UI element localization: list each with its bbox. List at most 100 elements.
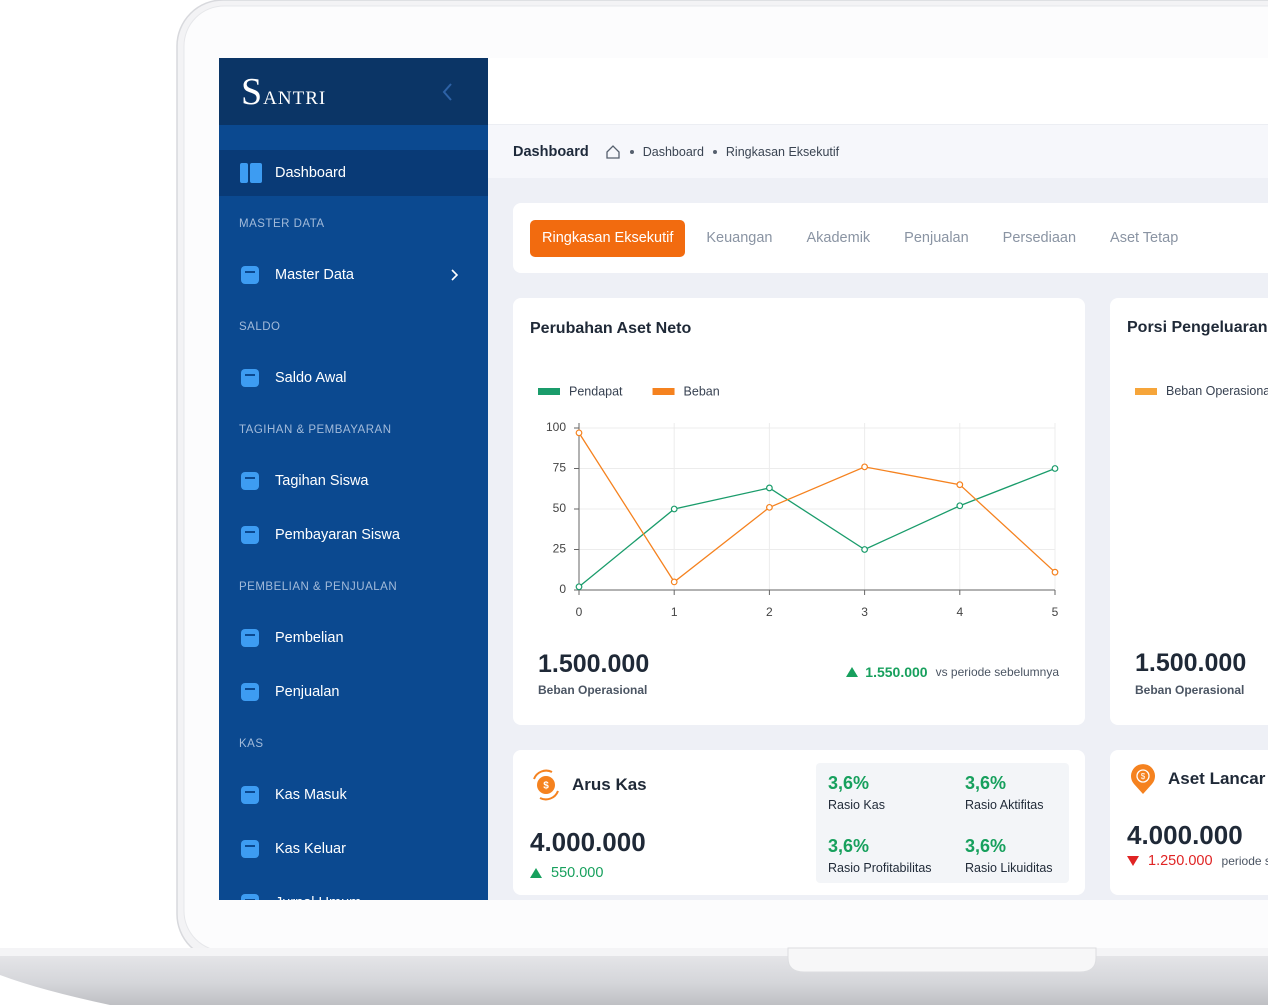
y-tick-label: 50 — [553, 501, 567, 515]
breadcrumb-link[interactable]: Dashboard — [642, 145, 704, 159]
ratio-label: Rasio Aktifitas — [965, 798, 1044, 812]
tab[interactable]: Penjualan — [904, 230, 969, 246]
y-tick-label: 25 — [553, 542, 567, 556]
menu-icon — [241, 840, 259, 858]
menu-icon — [241, 266, 259, 284]
card-title: Aset Lancar — [1168, 769, 1266, 788]
menu-heading: TAGIHAN & PEMBAYARAN — [239, 424, 392, 436]
ratio-label: Rasio Profitabilitas — [828, 861, 932, 875]
top-bar — [488, 58, 1268, 125]
cashflow-icon: $ — [533, 769, 559, 801]
menu-item[interactable]: Jurnal Umum — [219, 881, 488, 900]
card-title: Arus Kas — [572, 775, 647, 794]
svg-text:$: $ — [1141, 772, 1146, 781]
change-value: 550.000 — [551, 865, 604, 881]
menu-icon — [241, 683, 259, 701]
sidebar: SANTRI Dashboard MASTER DATA Master Data S… — [219, 58, 488, 900]
data-point — [670, 505, 678, 513]
breadcrumb-bar: Dashboard Dashboard Ringkasan Eksekutif — [488, 125, 1268, 178]
icon-shape — [241, 472, 259, 490]
data-point — [670, 578, 678, 586]
tab-active[interactable]: Ringkasan Eksekutif — [530, 220, 686, 257]
menu-label: Pembelian — [275, 630, 344, 646]
tab[interactable]: Keuangan — [706, 230, 773, 246]
ratio-label: Rasio Kas — [828, 798, 885, 812]
down-arrow — [1127, 856, 1139, 866]
menu-icon — [241, 472, 259, 490]
chart-card: Perubahan Aset Neto Pendapat Beban 0 25 50 75… — [513, 298, 1085, 725]
icon-shape — [241, 840, 259, 858]
chevron — [451, 269, 459, 281]
tab[interactable]: Aset Tetap — [1110, 230, 1179, 246]
data-point — [575, 583, 583, 591]
menu-icon — [241, 894, 259, 900]
tab[interactable]: Akademik — [806, 230, 871, 246]
menu-heading: SALDO — [239, 321, 281, 333]
brand: SANTRI — [241, 71, 327, 113]
menu-label: Jurnal Umum — [275, 893, 361, 900]
menu-item[interactable]: Kas Masuk — [219, 773, 488, 817]
menu: MASTER DATA Master Data SALDO Saldo Awal TAG… — [219, 58, 488, 900]
card-title: Porsi Pengeluaran — [1127, 319, 1268, 336]
expense-card: Porsi Pengeluaran Beban Operasional 1.50… — [1110, 298, 1268, 725]
menu-item[interactable]: Pembayaran Siswa — [219, 513, 488, 557]
data-point — [765, 503, 773, 511]
ratio-label: Rasio Likuiditas — [965, 861, 1053, 875]
menu-item[interactable]: Tagihan Siswa — [219, 459, 488, 503]
menu-label: Dashboard — [275, 165, 346, 181]
icon-shape — [241, 369, 259, 387]
ratio-value: 3,6% — [965, 773, 1007, 793]
icon-detail — [245, 531, 255, 533]
menu-item-active[interactable]: Dashboard — [219, 150, 488, 196]
icon-detail — [245, 791, 255, 793]
menu-item[interactable]: Master Data — [219, 253, 488, 297]
current-assets-card: $ Aset Lancar 4.000.000 1.250.000 period… — [1110, 750, 1268, 895]
home-icon[interactable] — [605, 144, 621, 160]
summary-value: 1.500.000 — [1135, 649, 1247, 677]
icon-shape — [241, 526, 259, 544]
up-arrow — [530, 868, 542, 878]
cash-change: 550.000 — [530, 863, 603, 883]
ratio-value: 3,6% — [828, 836, 870, 856]
data-point — [1051, 568, 1059, 576]
separator — [712, 150, 717, 154]
legend-swatch — [652, 388, 675, 395]
main: Dashboard Dashboard Ringkasan Eksekutif … — [488, 58, 1268, 900]
collapse-button[interactable] — [441, 82, 455, 102]
menu-item[interactable]: Kas Keluar — [219, 827, 488, 871]
asset-change: 1.250.000 periode sebelumnya — [1127, 851, 1268, 871]
legend-swatch — [1135, 388, 1157, 395]
tab[interactable]: Persediaan — [1002, 230, 1077, 246]
menu-label: Saldo Awal — [275, 370, 347, 386]
data-point — [765, 484, 773, 492]
ratio-value: 3,6% — [828, 773, 870, 793]
icon-detail — [245, 845, 255, 847]
menu-heading: MASTER DATA — [239, 218, 325, 230]
asset-value: 4.000.000 — [1127, 820, 1243, 850]
logo-bar: SANTRI — [219, 58, 488, 125]
icon-shape — [241, 266, 259, 284]
menu-icon — [240, 163, 262, 183]
ratio-value: 3,6% — [965, 836, 1007, 856]
menu-label: Pembayaran Siswa — [275, 527, 400, 543]
change-note: periode sebelumnya — [1221, 854, 1268, 868]
icon-detail — [245, 477, 255, 479]
x-tick-label: 5 — [1052, 605, 1059, 619]
cashflow-card: $ Arus Kas 4.000.000 550.000 3,6% Rasio K… — [513, 750, 1085, 895]
summary-value: 1.500.000 — [538, 650, 650, 678]
cash-value: 4.000.000 — [530, 827, 646, 857]
menu-heading: KAS — [239, 738, 264, 750]
data-point — [575, 429, 583, 437]
menu-item[interactable]: Pembelian — [219, 616, 488, 660]
icon-detail — [245, 899, 255, 900]
menu-item[interactable]: Saldo Awal — [219, 356, 488, 400]
data-point — [956, 502, 964, 510]
menu-item[interactable]: Penjualan — [219, 670, 488, 714]
menu-label: Tagihan Siswa — [275, 473, 369, 489]
series-line — [578, 432, 1056, 583]
asset-icon: $ — [1131, 764, 1155, 794]
menu-icon — [241, 526, 259, 544]
menu-icon — [241, 786, 259, 804]
menu-icon — [241, 629, 259, 647]
